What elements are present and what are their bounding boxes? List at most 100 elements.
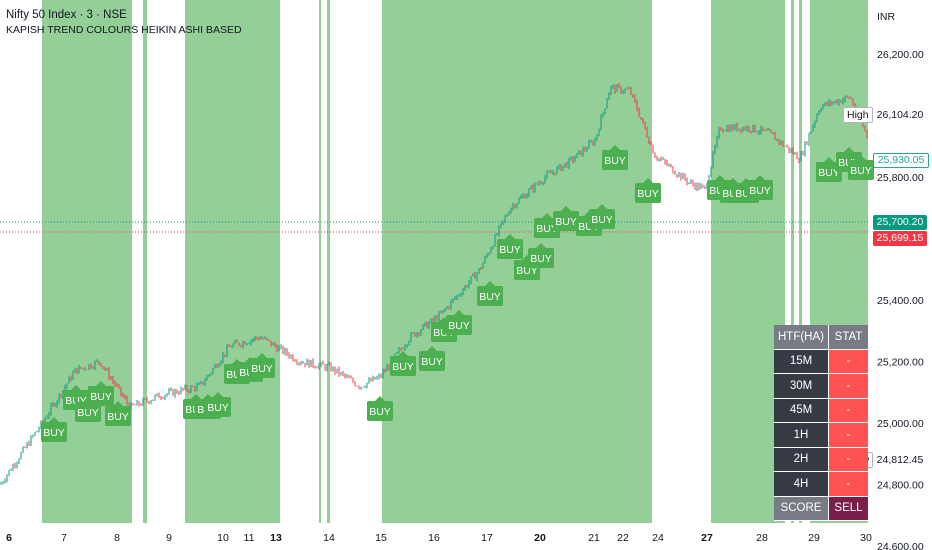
buy-arrow bbox=[542, 213, 552, 218]
buy-box bbox=[747, 180, 773, 200]
buy-label: BUY bbox=[818, 167, 840, 179]
buy-signal: BUY bbox=[635, 178, 661, 203]
buy-box bbox=[446, 315, 472, 335]
htf-row-tf: 45M bbox=[774, 398, 829, 423]
chart-title[interactable]: Nifty 50 Index · 3 · NSE bbox=[6, 9, 127, 21]
buy-arrow bbox=[728, 178, 738, 183]
buy-signal: BUY bbox=[848, 155, 874, 180]
buy-label: BUY bbox=[536, 223, 558, 235]
price-tick-label: 24,600.00 bbox=[877, 541, 924, 550]
time-tick-label: 16 bbox=[428, 532, 440, 544]
htf-row-tf: 4H bbox=[774, 471, 829, 497]
trend-zone bbox=[185, 0, 280, 523]
time-tick-label: 24 bbox=[652, 532, 664, 544]
buy-box bbox=[816, 162, 842, 182]
buy-arrow bbox=[71, 385, 81, 390]
buy-arrow bbox=[49, 417, 59, 422]
trend-zone bbox=[791, 0, 794, 523]
buy-box bbox=[105, 406, 131, 426]
htf-row-stat: - bbox=[828, 471, 868, 497]
price-tick-label: 24,800.00 bbox=[877, 480, 924, 492]
time-tick-label: 28 bbox=[756, 532, 768, 544]
buy-signal: BUY bbox=[367, 396, 393, 421]
trend-zone bbox=[143, 0, 147, 523]
buy-box bbox=[848, 160, 874, 180]
buy-label: BUY bbox=[604, 155, 626, 167]
buy-label: BUY bbox=[392, 361, 414, 373]
buy-label: BUY bbox=[421, 356, 443, 368]
buy-arrow bbox=[715, 175, 725, 180]
buy-arrow bbox=[824, 157, 834, 162]
buy-label: BUY bbox=[530, 253, 552, 265]
time-tick-label: 8 bbox=[114, 532, 120, 544]
buy-signal: BUY bbox=[105, 401, 131, 426]
time-axis: 6 7 8 9 10 11 13 14 15 16 17 20 21 22 24 27 28 29 30 bbox=[6, 532, 872, 544]
buy-box bbox=[589, 209, 615, 229]
time-tick-label: 30 bbox=[860, 532, 872, 544]
buy-box bbox=[390, 356, 416, 376]
green-price-tag: 25,700.20 bbox=[873, 215, 927, 230]
buy-label: BUY bbox=[448, 320, 470, 332]
buy-signal: BUY bbox=[477, 281, 503, 306]
buy-arrow bbox=[213, 392, 223, 397]
time-tick-label: 21 bbox=[588, 532, 600, 544]
score-label: SCORE bbox=[774, 496, 829, 521]
htf-row-stat: - bbox=[828, 447, 868, 472]
trend-zone bbox=[799, 0, 802, 523]
buy-box bbox=[602, 150, 628, 170]
buy-signal: BUY bbox=[528, 243, 554, 268]
buy-signal: BUY bbox=[553, 206, 579, 231]
low-price-tag: 24,812.45 bbox=[873, 453, 927, 468]
buy-box bbox=[249, 358, 275, 378]
currency-label[interactable]: INR bbox=[877, 11, 896, 23]
price-tick-label: 25,800.00 bbox=[877, 172, 924, 184]
time-tick-label: 29 bbox=[808, 532, 820, 544]
buy-arrow bbox=[427, 346, 437, 351]
time-tick-label: 9 bbox=[166, 532, 172, 544]
buy-arrow bbox=[856, 155, 866, 160]
time-tick-label: 22 bbox=[617, 532, 629, 544]
buy-arrow bbox=[485, 281, 495, 286]
htf-status-table: HTF(HA) STAT 15M - 30M - 45M - 1H - 2H - 4H - … bbox=[774, 325, 868, 521]
buy-signal: BUY bbox=[497, 234, 523, 259]
time-tick-label: 13 bbox=[270, 532, 282, 544]
price-tick-label: 25,000.00 bbox=[877, 418, 924, 430]
buy-label: BUY bbox=[479, 291, 501, 303]
buy-label: BUY bbox=[107, 411, 129, 423]
high-price-tag: 26,104.20 bbox=[873, 108, 927, 123]
buy-arrow bbox=[191, 394, 201, 399]
buy-label: BUY bbox=[77, 407, 99, 419]
buy-arrow bbox=[398, 351, 408, 356]
time-tick-label: 14 bbox=[323, 532, 335, 544]
htf-row-stat: - bbox=[828, 349, 868, 374]
time-tick-label: 10 bbox=[217, 532, 229, 544]
indicator-name[interactable]: KAPISH TREND COLOURS HEIKIN ASHI BASED bbox=[6, 24, 242, 36]
htf-header: HTF(HA) bbox=[774, 325, 829, 350]
htf-row-tf: 15M bbox=[774, 349, 829, 374]
time-tick-label: 15 bbox=[375, 532, 387, 544]
buy-arrow bbox=[257, 353, 267, 358]
buy-arrow bbox=[375, 396, 385, 401]
buy-signal: BUY bbox=[602, 145, 628, 170]
time-tick-label: 11 bbox=[244, 532, 255, 544]
time-tick-label: 6 bbox=[6, 532, 12, 544]
buy-box bbox=[497, 239, 523, 259]
red-price-tag: 25,699.15 bbox=[873, 231, 927, 246]
htf-row-tf: 2H bbox=[774, 447, 829, 472]
buy-arrow bbox=[536, 243, 546, 248]
buy-box bbox=[553, 211, 579, 231]
time-tick-label: 27 bbox=[701, 532, 713, 544]
time-tick-label: 17 bbox=[481, 532, 493, 544]
price-tick-label: 25,400.00 bbox=[877, 295, 924, 307]
buy-label: BUY bbox=[591, 214, 613, 226]
price-tick-label: 25,200.00 bbox=[877, 357, 924, 369]
buy-box bbox=[419, 351, 445, 371]
buy-signal: BUY bbox=[747, 175, 773, 200]
buy-arrow bbox=[597, 204, 607, 209]
buy-label: BUY bbox=[499, 244, 521, 256]
buy-arrow bbox=[113, 401, 123, 406]
buy-box bbox=[41, 422, 67, 442]
buy-label: BUY bbox=[251, 363, 273, 375]
